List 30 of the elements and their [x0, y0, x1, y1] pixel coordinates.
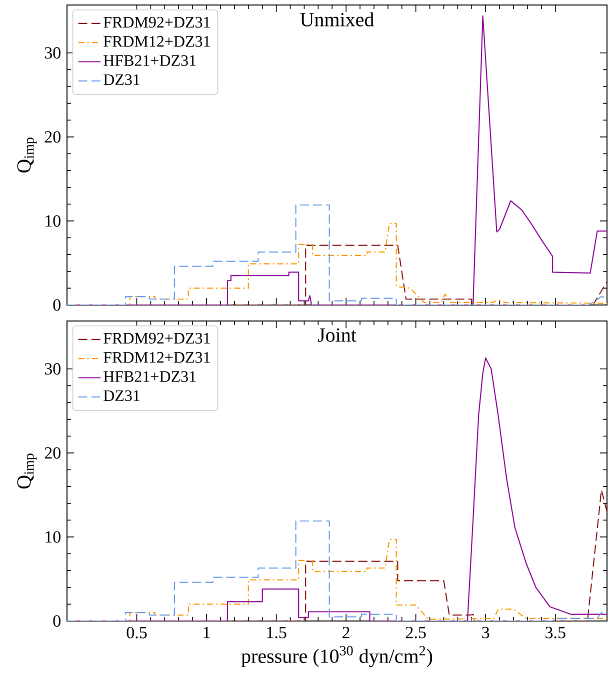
legend-label: DZ31 [104, 390, 140, 402]
y-tick-label: 0 [53, 615, 60, 627]
x-tick-label: 3.5 [546, 626, 566, 638]
y-tick-label: 20 [44, 131, 60, 143]
y-tick-label: 20 [44, 447, 60, 459]
x-tick-label: 1.5 [267, 626, 286, 638]
x-tick-label: 2 [342, 626, 350, 638]
line-series [67, 204, 607, 305]
legend-label: HFB21+DZ31 [104, 55, 196, 66]
x-tick-label: 3 [482, 626, 490, 638]
x-tick-label: 0.5 [126, 626, 147, 638]
legend-label: FRDM12+DZ31 [104, 36, 210, 47]
legend-label: FRDM92+DZ31 [104, 332, 210, 344]
legend-label: DZ31 [104, 74, 140, 86]
line-series [67, 520, 607, 621]
chart-title: Joint [318, 328, 356, 342]
legend-label: FRDM92+DZ31 [104, 16, 210, 28]
y-tick-label: 0 [53, 299, 60, 311]
y-tick-label: 10 [46, 531, 60, 543]
legend-label: FRDM12+DZ31 [104, 352, 210, 363]
y-axis-title: Q$_{imp}$ [17, 138, 37, 173]
chart-title: Unmixed [300, 12, 374, 26]
x-tick-label: 2.5 [406, 626, 426, 638]
x-tick-label: 1 [204, 626, 210, 638]
y-tick-label: 30 [44, 47, 60, 59]
y-tick-label: 10 [46, 215, 60, 227]
x-axis-title: pressure (10$^{30}$ dyn/cm$^{2}$) [241, 646, 432, 668]
y-tick-label: 30 [44, 363, 60, 375]
y-axis-title: Q$_{imp}$ [17, 454, 37, 489]
legend-label: HFB21+DZ31 [104, 371, 196, 382]
